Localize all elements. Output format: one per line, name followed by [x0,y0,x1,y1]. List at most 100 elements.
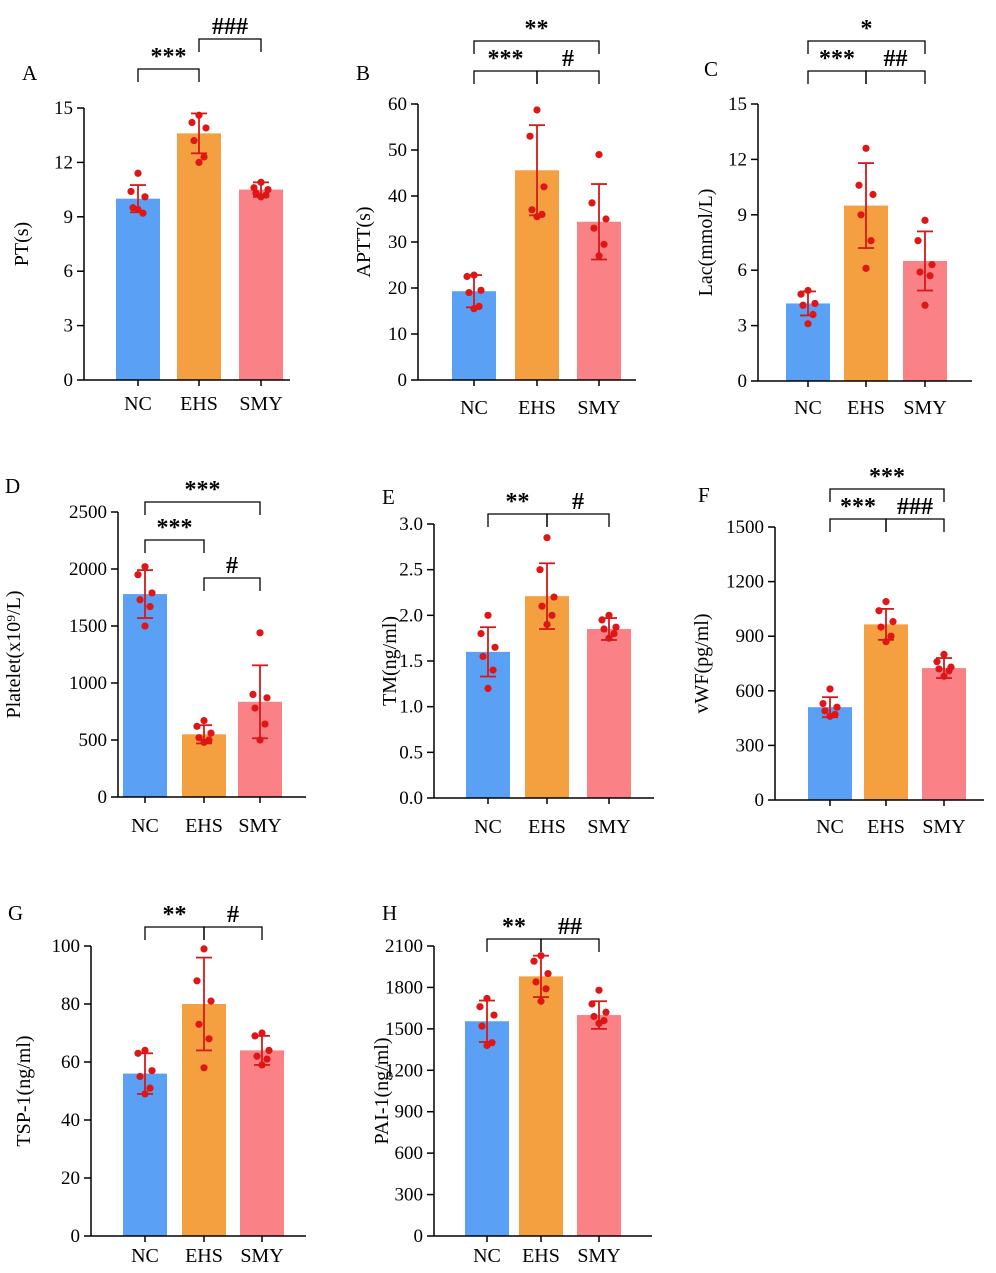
data-point [889,618,897,626]
data-point [600,240,608,248]
data-point [141,1090,149,1098]
y-tick-label: 1200 [726,572,764,593]
data-point [833,703,841,711]
data-point [476,1003,484,1011]
significance-label: ** [506,489,530,515]
data-point [887,632,895,640]
data-point [826,685,834,693]
significance-bracket [198,38,262,52]
x-tick-label: SMY [922,816,965,838]
y-tick-label: 2000 [69,559,107,580]
data-point [195,734,203,742]
y-tick-label: 2100 [385,936,423,957]
bar-nc [465,1021,509,1236]
data-point [530,957,538,965]
data-point [532,978,540,986]
data-point [483,1041,491,1050]
data-point [463,272,471,281]
data-point [857,211,865,219]
y-tick-label: 600 [395,1143,424,1164]
data-point [141,622,149,630]
data-point [489,666,497,674]
x-tick-label: EHS [528,816,566,838]
x-tick-label: EHS [185,1245,223,1267]
data-point [916,268,924,276]
data-point [600,625,608,633]
data-point [188,118,196,127]
significance-bracket [536,70,600,84]
y-tick-label: 3 [64,316,74,337]
y-tick-label: 1.0 [399,697,423,718]
data-point [826,712,834,720]
y-tick-label: 0.0 [399,788,423,809]
significance-bracket [829,518,887,532]
data-point [926,272,934,280]
data-point [257,178,265,186]
significance-label: # [572,489,584,515]
y-axis-label: PT(s) [11,222,33,266]
data-point [797,290,805,298]
data-point [470,305,478,313]
data-point [264,186,272,194]
data-point [605,611,613,619]
data-point [595,986,603,994]
data-point [940,672,948,680]
significance-label: ** [163,902,187,928]
data-point [253,1052,261,1060]
y-tick-label: 2500 [69,502,107,523]
data-point [258,1029,266,1037]
y-tick-label: 1500 [385,1019,423,1040]
data-point [862,264,870,272]
chart-panel-a: A 0 3 6 9 12 15 NC EHS SMY PT(s) *** ### [11,14,290,415]
y-tick-label: 50 [388,140,407,161]
chart-panel-b: B 0 10 20 30 40 50 60 NC EHS SMY APTT(s) *** # ** [353,16,636,419]
data-point [882,598,890,606]
x-tick-label: SMY [240,1245,283,1267]
y-tick-label: 300 [736,735,765,756]
data-point [533,213,541,221]
significance-label: *** [869,464,905,490]
data-point [867,237,875,245]
data-point [470,271,478,279]
y-tick-label: 1500 [726,517,764,538]
data-point [533,106,541,114]
data-point [536,566,544,574]
significance-label: *** [488,46,524,72]
significance-bracket [486,938,542,952]
significance-label: *** [151,44,187,70]
y-tick-label: 15 [54,98,73,119]
y-tick-label: 80 [61,994,80,1015]
data-point [921,216,929,224]
data-point [139,209,147,217]
y-axis-label: TSP-1(ng/ml) [13,1035,35,1146]
data-point [479,652,487,661]
significance-bracket [865,70,926,84]
y-tick-label: 100 [52,936,81,957]
data-point [148,589,156,597]
bar-nc [786,303,830,381]
data-point [855,181,863,189]
panel-letter: B [356,61,370,85]
y-tick-label: 30 [388,232,407,253]
data-point [595,151,603,159]
y-tick-label: 3 [738,316,748,337]
x-tick-label: SMY [239,393,282,415]
data-point [882,638,890,646]
data-point [921,301,929,309]
significance-bracket [546,513,610,527]
data-point [195,111,203,119]
bar-nc [808,707,852,800]
data-point [134,205,142,214]
data-point [612,623,620,631]
data-point [193,977,201,985]
data-point [478,1022,486,1030]
data-point [490,1011,498,1019]
data-point [940,650,948,659]
bar-smy [240,1050,284,1236]
data-point [258,1061,266,1069]
data-point [250,184,258,192]
data-point [602,1008,610,1016]
y-tick-label: 2.0 [399,605,423,626]
data-point [477,630,485,638]
data-point [484,684,492,693]
